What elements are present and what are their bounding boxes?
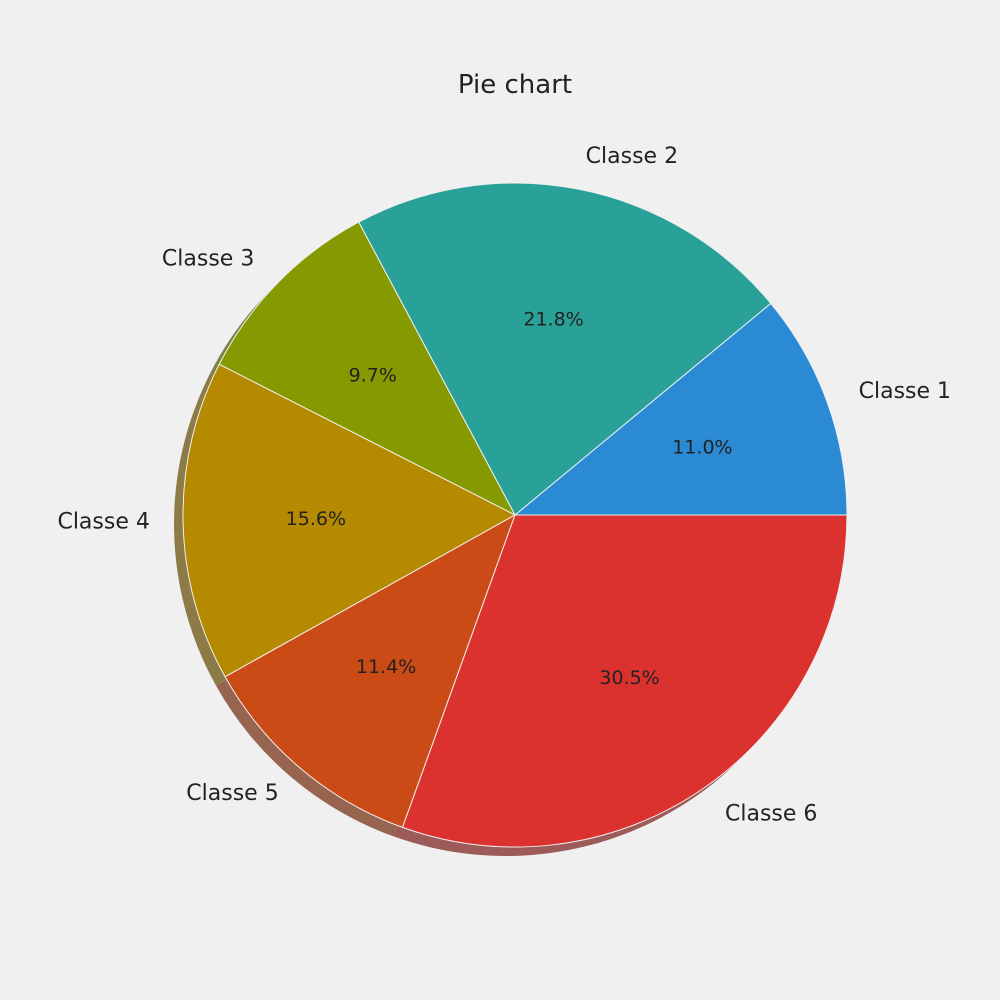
pie-slice-3 [218, 221, 517, 517]
slice-percent-3: 9.7% [349, 364, 397, 386]
slice-label-5: Classe 5 [186, 781, 278, 806]
pie-slice-4 [182, 363, 517, 678]
chart-title: Pie chart [458, 70, 572, 100]
slice-percent-6: 30.5% [599, 667, 659, 689]
slice-percent-1: 11.0% [672, 437, 732, 459]
pie-slice-2 [358, 182, 772, 516]
slice-label-1: Classe 1 [859, 379, 951, 404]
pie-slice-5 [224, 513, 516, 829]
pie-slices [182, 182, 848, 848]
slice-percent-4: 15.6% [286, 508, 346, 530]
slice-label-2: Classe 2 [586, 144, 678, 169]
pie-labels: Classe 1 11.0% Classe 2 21.8% Classe 3 9.7% Cl… [57, 144, 951, 826]
pie-slice-6 [401, 514, 848, 848]
slice-label-3: Classe 3 [162, 247, 254, 272]
slice-label-6: Classe 6 [725, 801, 817, 826]
pie-slice-1 [513, 302, 848, 516]
slice-percent-5: 11.4% [356, 656, 416, 678]
slice-percent-2: 21.8% [523, 309, 583, 331]
slice-label-4: Classe 4 [57, 509, 149, 534]
